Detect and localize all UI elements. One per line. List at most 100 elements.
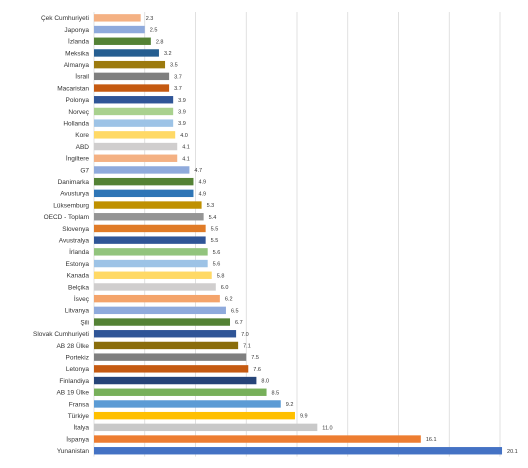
data-label: 6.2 [225, 297, 233, 303]
data-label: 3.5 [170, 63, 178, 69]
bar [94, 37, 151, 45]
bar [94, 14, 141, 22]
category-label: Yunanistan [57, 448, 90, 455]
data-label: 6.0 [221, 285, 229, 291]
category-label: İzlanda [68, 37, 89, 46]
category-label: Japonya [64, 27, 89, 34]
bar [94, 283, 216, 291]
data-label: 5.8 [217, 273, 225, 279]
category-label: ABD [76, 144, 90, 151]
data-label: 4.7 [194, 168, 202, 174]
data-label: 2.3 [146, 16, 154, 22]
bar [94, 341, 239, 350]
data-label: 4.1 [182, 156, 190, 162]
data-label: 4.9 [198, 191, 206, 197]
data-label: 6.5 [231, 308, 239, 314]
data-label: 5.6 [213, 250, 221, 256]
bar [94, 376, 257, 385]
category-label: Belçika [68, 284, 89, 291]
data-label: 8.0 [261, 379, 269, 385]
bar [94, 224, 206, 233]
bar [94, 435, 421, 443]
category-label: OECD - Toplam [44, 214, 89, 221]
category-label: Kore [75, 132, 89, 139]
bar [94, 447, 503, 455]
category-label: Avusturya [60, 191, 89, 198]
category-label: G7 [80, 167, 89, 174]
data-label: 8.5 [272, 390, 280, 396]
category-label: Danimarka [58, 179, 90, 186]
data-label: 3.9 [178, 109, 186, 115]
bar [94, 166, 190, 174]
category-label: İngiltere [66, 154, 90, 163]
bar [94, 388, 267, 396]
category-label: İtalya [73, 423, 89, 432]
bar [94, 72, 170, 81]
data-label: 7.6 [253, 367, 261, 373]
category-label: AB 28 Ülke [56, 342, 89, 350]
category-label: Fransa [69, 401, 90, 408]
category-label: Slovenya [62, 226, 89, 233]
bar [94, 25, 145, 34]
category-label: Estonya [66, 261, 90, 268]
bar [94, 84, 170, 92]
data-label: 6.7 [235, 320, 243, 326]
data-label: 5.6 [213, 262, 221, 268]
bar [94, 189, 194, 198]
bar [94, 119, 174, 127]
category-label: İspanya [66, 434, 89, 443]
data-label: 5.4 [209, 215, 217, 221]
bar [94, 107, 174, 116]
data-label: 3.7 [174, 74, 182, 80]
bar [94, 259, 208, 268]
category-label: Lüksemburg [53, 202, 89, 209]
category-label: Avustralya [59, 237, 90, 244]
bar [94, 49, 159, 57]
category-label: İsrail [75, 72, 89, 81]
bar [94, 154, 178, 162]
bar [94, 248, 208, 256]
bar [94, 201, 202, 209]
data-label: 2.8 [156, 39, 164, 45]
bar [94, 365, 249, 373]
category-label: Macaristan [57, 85, 89, 92]
category-label: Portekiz [66, 354, 89, 361]
data-label: 7.0 [241, 332, 249, 338]
data-label: 3.9 [178, 121, 186, 127]
category-label: Almanya [64, 62, 90, 69]
data-label: 20.1 [507, 449, 518, 455]
data-label: 7.1 [243, 343, 251, 349]
data-label: 9.9 [300, 414, 308, 420]
bar [94, 213, 204, 221]
data-label: 5.5 [211, 226, 219, 232]
data-label: 3.7 [174, 86, 182, 92]
category-label: İrlanda [69, 247, 89, 256]
bar [94, 411, 295, 420]
data-label: 7.5 [251, 355, 259, 361]
data-label: 5.3 [207, 203, 215, 209]
bar [94, 330, 237, 338]
bar [94, 271, 212, 279]
category-label: Finlandiya [59, 378, 89, 385]
bar [94, 142, 178, 151]
bar [94, 131, 176, 139]
bar [94, 353, 247, 361]
data-label: 3.9 [178, 98, 186, 104]
category-label: Litvanya [65, 308, 90, 315]
category-label: Letonya [66, 366, 90, 373]
data-label: 4.1 [182, 145, 190, 151]
bar [94, 400, 281, 408]
bar [94, 423, 318, 432]
data-label: 4.9 [198, 180, 206, 186]
bar [94, 306, 226, 315]
data-label: 11.0 [322, 425, 332, 431]
data-label: 5.5 [211, 238, 219, 244]
category-label: Polonya [66, 97, 90, 104]
category-label: Hollanda [63, 120, 89, 127]
category-label: Türkiye [68, 413, 90, 420]
data-label: 2.5 [150, 28, 158, 34]
bar [94, 294, 220, 303]
data-label: 4.0 [180, 133, 188, 139]
